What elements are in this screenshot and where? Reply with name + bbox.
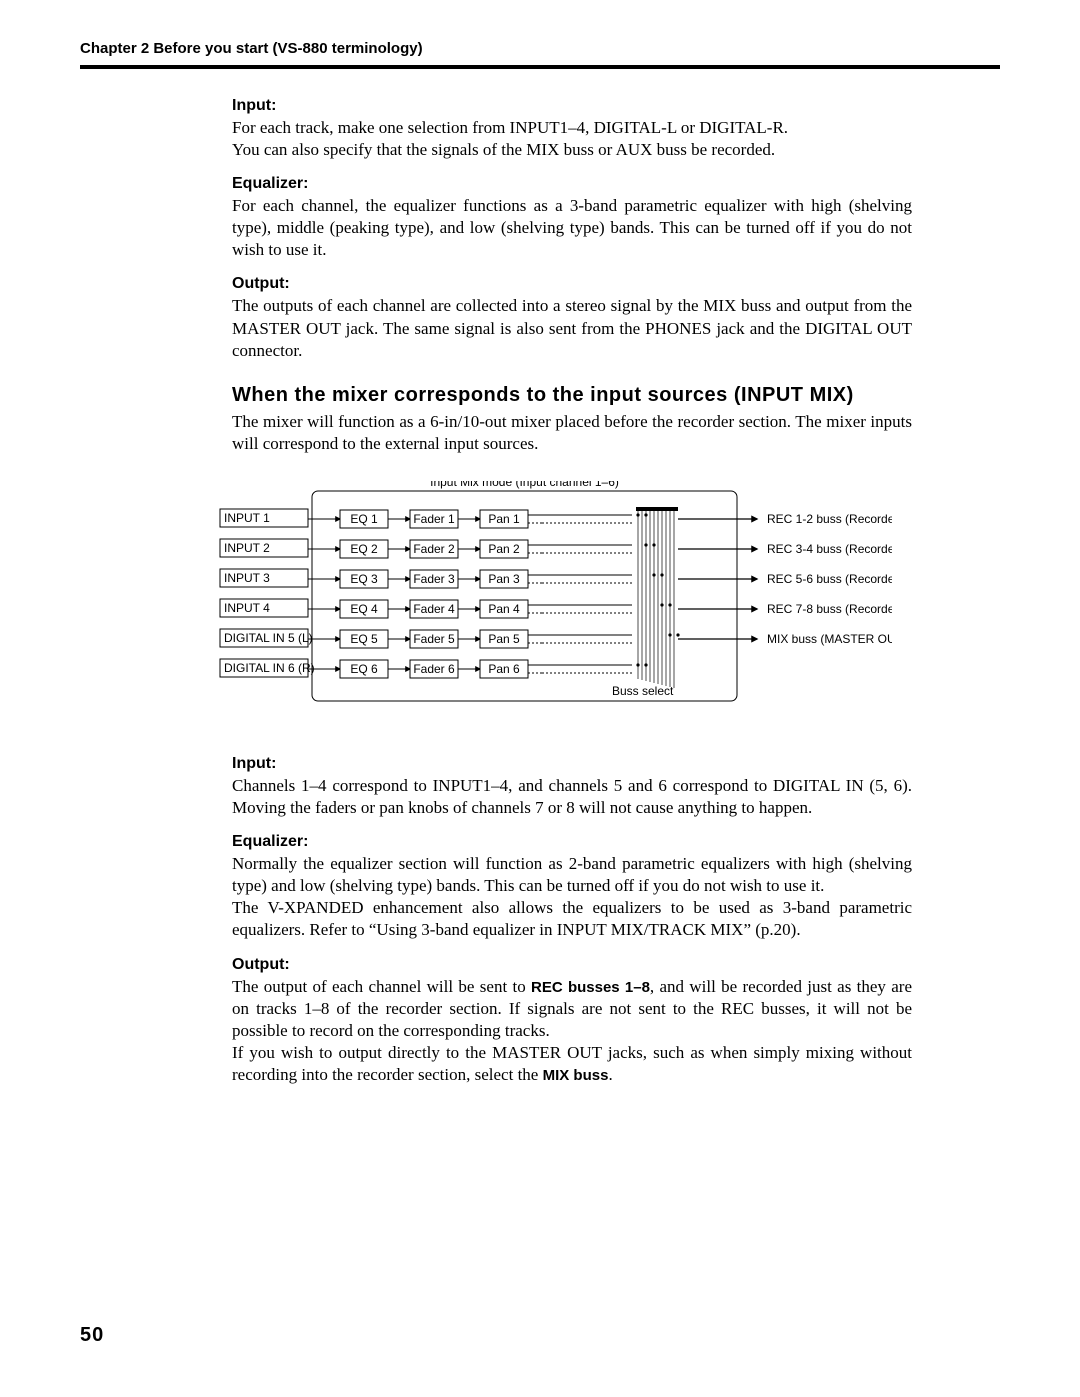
- svg-text:Pan 6: Pan 6: [488, 662, 520, 676]
- input-text-1b: You can also specify that the signals of…: [232, 139, 912, 161]
- svg-text:Fader 2: Fader 2: [413, 542, 455, 556]
- svg-text:Fader 6: Fader 6: [413, 662, 455, 676]
- equalizer-text-2a: Normally the equalizer section will func…: [232, 853, 912, 897]
- svg-text:INPUT 4: INPUT 4: [224, 601, 270, 615]
- svg-text:Pan 3: Pan 3: [488, 572, 520, 586]
- signal-flow-diagram: Input Mix mode (Input channel 1–6) INPUT …: [212, 481, 1000, 721]
- svg-text:Fader 3: Fader 3: [413, 572, 455, 586]
- svg-text:Pan 5: Pan 5: [488, 632, 520, 646]
- equalizer-text-2b: The V-XPANDED enhancement also allows th…: [232, 897, 912, 941]
- equalizer-text-1: For each channel, the equalizer function…: [232, 195, 912, 261]
- svg-text:Pan 4: Pan 4: [488, 602, 520, 616]
- svg-text:EQ 1: EQ 1: [350, 512, 378, 526]
- svg-text:MIX buss (MASTER OUT L, R): MIX buss (MASTER OUT L, R): [767, 632, 892, 646]
- svg-text:REC 1-2 buss (Recorder): REC 1-2 buss (Recorder): [767, 512, 892, 526]
- svg-text:EQ 4: EQ 4: [350, 602, 378, 616]
- svg-text:DIGITAL IN 5 (L): DIGITAL IN 5 (L): [224, 631, 313, 645]
- rec-busses-bold: REC busses 1–8: [531, 979, 650, 996]
- equalizer-heading-1: Equalizer:: [232, 175, 912, 193]
- svg-text:INPUT 2: INPUT 2: [224, 541, 270, 555]
- svg-text:EQ 6: EQ 6: [350, 662, 378, 676]
- chapter-header: Chapter 2 Before you start (VS-880 termi…: [80, 40, 1000, 65]
- svg-text:INPUT 1: INPUT 1: [224, 511, 270, 525]
- svg-text:DIGITAL IN 6 (R): DIGITAL IN 6 (R): [224, 661, 315, 675]
- output-text-2b: If you wish to output directly to the MA…: [232, 1042, 912, 1086]
- main-content: Input: For each track, make one selectio…: [232, 97, 912, 455]
- svg-text:EQ 5: EQ 5: [350, 632, 378, 646]
- svg-text:Buss select: Buss select: [612, 684, 674, 698]
- output-p1-a: The output of each channel will be sent …: [232, 977, 531, 996]
- equalizer-heading-2: Equalizer:: [232, 833, 912, 851]
- section-intro: The mixer will function as a 6-in/10-out…: [232, 411, 912, 455]
- lower-content: Input: Channels 1–4 correspond to INPUT1…: [232, 755, 912, 1086]
- svg-text:EQ 3: EQ 3: [350, 572, 378, 586]
- input-text-2: Channels 1–4 correspond to INPUT1–4, and…: [232, 775, 912, 819]
- svg-text:REC 3-4 buss (Recorder): REC 3-4 buss (Recorder): [767, 542, 892, 556]
- output-text-1: The outputs of each channel are collecte…: [232, 295, 912, 361]
- input-text-1a: For each track, make one selection from …: [232, 117, 912, 139]
- mix-buss-bold: MIX buss: [543, 1067, 609, 1084]
- svg-text:Pan 1: Pan 1: [488, 512, 520, 526]
- svg-text:Pan 2: Pan 2: [488, 542, 520, 556]
- section-title: When the mixer corresponds to the input …: [232, 384, 912, 407]
- page-number: 50: [80, 1324, 104, 1347]
- svg-text:REC 7-8 buss (Recorder): REC 7-8 buss (Recorder): [767, 602, 892, 616]
- svg-text:REC 5-6 buss (Recorder): REC 5-6 buss (Recorder): [767, 572, 892, 586]
- output-text-2a: The output of each channel will be sent …: [232, 976, 912, 1042]
- svg-text:Fader 1: Fader 1: [413, 512, 455, 526]
- output-p2-c: .: [608, 1065, 612, 1084]
- svg-text:Fader 4: Fader 4: [413, 602, 455, 616]
- svg-text:Input Mix mode (Input channel: Input Mix mode (Input channel 1–6): [430, 481, 619, 489]
- input-heading-1: Input:: [232, 97, 912, 115]
- input-heading-2: Input:: [232, 755, 912, 773]
- svg-text:Fader 5: Fader 5: [413, 632, 455, 646]
- output-heading-2: Output:: [232, 956, 912, 974]
- svg-text:EQ 2: EQ 2: [350, 542, 378, 556]
- output-heading-1: Output:: [232, 275, 912, 293]
- header-rule: [80, 65, 1000, 69]
- svg-text:INPUT 3: INPUT 3: [224, 571, 270, 585]
